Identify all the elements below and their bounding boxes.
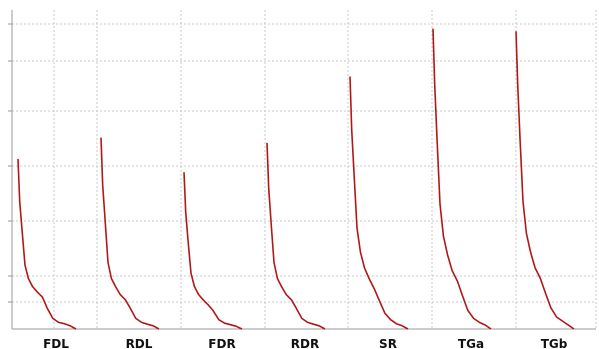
curve-sr — [349, 76, 409, 330]
category-label-fdl: FDL — [43, 337, 69, 349]
grid — [12, 10, 597, 329]
category-label-rdl: RDL — [126, 337, 153, 349]
curve-rdl — [100, 137, 160, 330]
curve-tga — [432, 28, 492, 330]
category-label-tga: TGa — [458, 337, 484, 349]
category-label-fdr: FDR — [208, 337, 235, 349]
curve-fdr — [183, 172, 243, 330]
category-label-tgb: TGb — [541, 337, 568, 349]
curve-tgb — [515, 31, 575, 330]
category-label-sr: SR — [379, 337, 397, 349]
axes — [8, 10, 596, 330]
curve-rdr — [266, 142, 326, 330]
curve-fdl — [17, 158, 77, 330]
series-layer — [17, 28, 575, 330]
category-label-rdr: RDR — [291, 337, 319, 349]
category-labels: FDL RDL FDR RDR SR TGa TGb — [43, 337, 568, 349]
